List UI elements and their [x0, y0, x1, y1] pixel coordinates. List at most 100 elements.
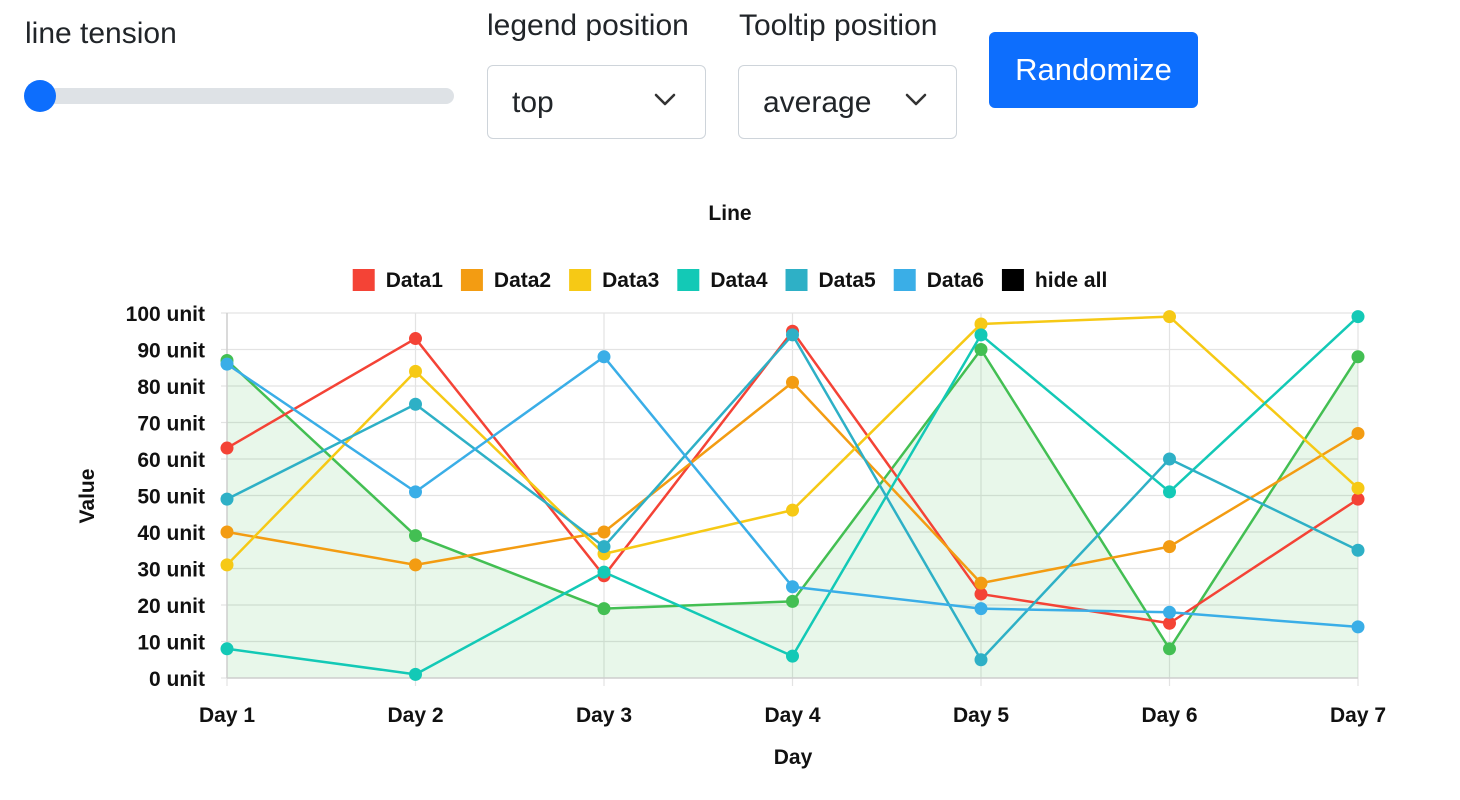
series-filled	[220, 343, 1365, 656]
data-point[interactable]	[974, 576, 988, 590]
data-point[interactable]	[1163, 540, 1176, 554]
chart-legend: Data1 Data2 Data3 Data4 Data5 Data6 hide all	[352, 269, 1107, 292]
data-point[interactable]	[786, 328, 799, 342]
y-tick-label: 20 unit	[137, 595, 205, 618]
data-point[interactable]	[1351, 492, 1365, 506]
x-tick-label: Day 7	[1330, 704, 1386, 727]
x-axis-title: Day	[774, 746, 813, 769]
y-axis-title: Value	[76, 469, 99, 524]
data-point[interactable]	[220, 492, 234, 506]
chart-labels: 0 unit 10 unit 20 unit 30 unit 40 unit 50 uni…	[76, 202, 1386, 769]
data-point[interactable]	[1163, 452, 1176, 466]
series-Data4	[220, 310, 1365, 681]
data-point[interactable]	[974, 317, 988, 331]
legend-swatch	[569, 269, 592, 291]
data-point[interactable]	[1351, 543, 1365, 557]
area-fill	[227, 349, 1358, 678]
legend-swatch	[352, 269, 375, 291]
x-tick-label: Day 3	[576, 704, 632, 727]
y-tick-label: 80 unit	[137, 376, 205, 399]
data-point[interactable]	[1163, 616, 1176, 630]
x-tick-label: Day 2	[387, 704, 443, 727]
data-point[interactable]	[1351, 350, 1365, 364]
legend-swatch	[677, 269, 700, 291]
data-point[interactable]	[786, 594, 799, 608]
data-point[interactable]	[786, 375, 799, 389]
y-tick-label: 0 unit	[149, 668, 205, 691]
legend-item[interactable]: Data6	[893, 269, 984, 292]
line-tension-label: line tension	[25, 17, 177, 50]
series-Data2	[220, 375, 1365, 590]
legend-item[interactable]: hide all	[1001, 269, 1107, 292]
legend-item[interactable]: Data1	[352, 269, 444, 292]
data-point[interactable]	[597, 602, 611, 616]
y-tick-label: 90 unit	[137, 340, 205, 363]
line-tension-slider[interactable]	[24, 80, 454, 112]
data-point[interactable]	[1351, 481, 1365, 495]
data-point[interactable]	[220, 642, 234, 656]
tooltip-position-value: average	[763, 86, 872, 119]
y-tick-label: 40 unit	[137, 522, 205, 545]
data-point[interactable]	[1163, 605, 1176, 619]
x-tick-label: Day 1	[199, 704, 255, 727]
data-point[interactable]	[1163, 642, 1176, 656]
legend-position-label: legend position	[487, 9, 689, 42]
legend-label: Data6	[927, 269, 984, 292]
data-point[interactable]	[1351, 620, 1365, 634]
y-tick-label: 100 unit	[126, 303, 205, 326]
chart-title: Line	[708, 202, 751, 225]
legend-item[interactable]: Data5	[785, 269, 877, 292]
data-point[interactable]	[220, 357, 234, 371]
data-point[interactable]	[409, 364, 422, 378]
data-point[interactable]	[409, 529, 422, 543]
randomize-button[interactable]: Randomize	[989, 32, 1198, 108]
chevron-down-icon	[905, 93, 927, 106]
legend-swatch	[460, 269, 483, 291]
legend-item[interactable]: Data4	[677, 269, 768, 292]
data-point[interactable]	[974, 587, 988, 601]
data-point[interactable]	[1163, 310, 1176, 324]
y-tick-label: 60 unit	[137, 449, 205, 472]
legend-swatch	[893, 269, 916, 291]
data-point[interactable]	[974, 653, 988, 667]
data-point[interactable]	[1351, 310, 1365, 324]
legend-label: Data3	[602, 269, 659, 292]
data-point[interactable]	[409, 332, 422, 346]
legend-item[interactable]: Data3	[569, 269, 659, 292]
data-point[interactable]	[786, 649, 799, 663]
data-point[interactable]	[597, 565, 611, 579]
legend-item[interactable]: Data2	[460, 269, 551, 292]
line-tension-slider-thumb[interactable]	[24, 80, 56, 112]
data-point[interactable]	[786, 580, 799, 594]
chevron-down-icon	[654, 93, 676, 106]
data-point[interactable]	[409, 485, 422, 499]
legend-swatch	[785, 269, 808, 291]
data-point[interactable]	[409, 397, 422, 411]
data-point[interactable]	[409, 558, 422, 572]
data-point[interactable]	[597, 350, 611, 364]
data-point[interactable]	[220, 441, 234, 455]
data-point[interactable]	[597, 525, 611, 539]
legend-label: Data5	[819, 269, 877, 292]
data-point[interactable]	[974, 343, 988, 356]
legend-position-select[interactable]: top	[487, 65, 706, 139]
tooltip-position-select[interactable]: average	[738, 65, 957, 139]
series-Data6	[220, 350, 1365, 634]
data-point[interactable]	[974, 328, 988, 342]
y-tick-label: 10 unit	[137, 632, 205, 655]
data-point[interactable]	[786, 503, 799, 517]
data-point[interactable]	[220, 558, 234, 572]
data-point[interactable]	[220, 525, 234, 539]
data-point[interactable]	[1163, 485, 1176, 499]
data-point[interactable]	[409, 667, 422, 681]
data-point[interactable]	[597, 540, 611, 554]
y-tick-label: 70 unit	[137, 413, 205, 436]
legend-label: Data4	[710, 269, 768, 292]
chart-series	[220, 310, 1365, 681]
data-point[interactable]	[974, 602, 988, 616]
x-tick-label: Day 6	[1141, 704, 1197, 727]
legend-label: Data2	[494, 269, 551, 292]
data-point[interactable]	[1351, 426, 1365, 440]
